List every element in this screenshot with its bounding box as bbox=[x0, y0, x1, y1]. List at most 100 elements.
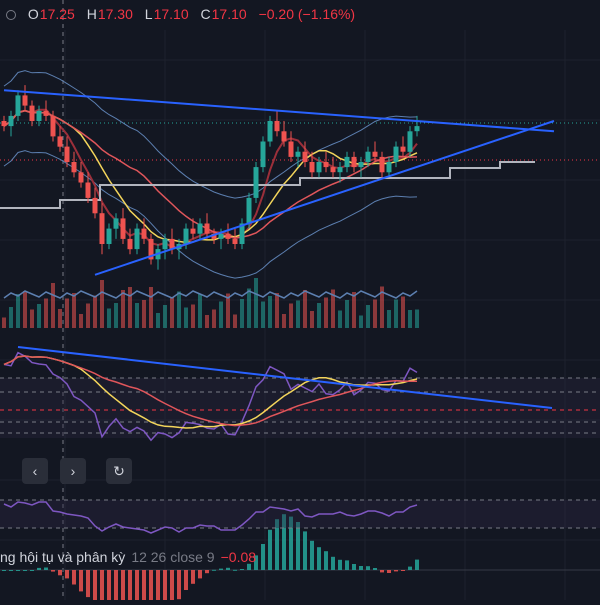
macd-histogram-bar bbox=[240, 569, 244, 570]
candle-body bbox=[78, 172, 84, 183]
high-value: 17.30 bbox=[97, 6, 133, 22]
macd-histogram-bar bbox=[352, 564, 356, 570]
candle-body bbox=[365, 151, 371, 162]
volume-bar bbox=[149, 287, 153, 328]
macd-histogram-bar bbox=[191, 570, 195, 584]
volume-bar bbox=[317, 303, 321, 328]
macd-histogram-bar bbox=[233, 569, 237, 571]
macd-histogram-bar bbox=[324, 551, 328, 570]
volume-bar bbox=[226, 293, 230, 328]
macd-histogram-bar bbox=[401, 570, 405, 571]
scroll-right-button[interactable]: › bbox=[60, 458, 86, 484]
macd-histogram-bar bbox=[226, 567, 230, 570]
candle-body bbox=[8, 115, 14, 127]
volume-bar bbox=[373, 299, 377, 328]
macd-histogram-bar bbox=[387, 570, 391, 573]
candle-body bbox=[232, 238, 238, 244]
volume-bar bbox=[128, 287, 132, 328]
macd-histogram-bar bbox=[16, 570, 20, 571]
candle-body bbox=[141, 228, 147, 239]
volume-bar bbox=[198, 294, 202, 328]
volume-bar bbox=[387, 310, 391, 328]
macd-histogram-bar bbox=[310, 540, 314, 570]
visibility-toggle-icon[interactable] bbox=[6, 10, 16, 21]
open-label: O bbox=[27, 6, 39, 22]
volume-bar bbox=[72, 293, 76, 328]
macd-histogram-bar bbox=[23, 570, 27, 571]
candle-body bbox=[260, 141, 266, 168]
volume-bar bbox=[261, 301, 265, 328]
candle-body bbox=[358, 162, 364, 168]
baseline-step-line bbox=[0, 161, 535, 209]
candle-body bbox=[57, 136, 63, 147]
trendlines[interactable] bbox=[3, 89, 555, 276]
candle-body bbox=[400, 146, 406, 152]
macd-histogram-bar bbox=[331, 556, 335, 570]
candle-body bbox=[323, 162, 329, 168]
low-label: L bbox=[144, 6, 153, 22]
macd-histogram-bar bbox=[289, 516, 293, 570]
scroll-left-button[interactable]: ‹ bbox=[22, 458, 48, 484]
open-value: 17.25 bbox=[39, 6, 75, 22]
macd-value: −0.08 bbox=[220, 549, 257, 565]
candle-body bbox=[1, 121, 7, 127]
candle-body bbox=[393, 146, 399, 162]
macd-histogram-bar bbox=[100, 570, 104, 605]
volume-bar bbox=[282, 314, 286, 328]
candle-body bbox=[64, 146, 70, 162]
volume-bar bbox=[86, 303, 90, 328]
volume-bar bbox=[247, 288, 251, 328]
macd-histogram-bar bbox=[149, 570, 153, 605]
volume-bar bbox=[254, 278, 258, 328]
volume-bar bbox=[324, 297, 328, 328]
candle-body bbox=[316, 162, 322, 173]
reset-chart-button[interactable]: ↻ bbox=[106, 458, 132, 484]
volume-bar bbox=[135, 303, 139, 328]
macd-histogram-bar bbox=[366, 566, 370, 570]
bollinger-upper-band bbox=[3, 70, 418, 199]
candles bbox=[1, 85, 420, 270]
volume-bar bbox=[30, 309, 34, 328]
macd-histogram-bar bbox=[317, 547, 321, 570]
candle-body bbox=[218, 233, 224, 239]
rsi-ma-red bbox=[3, 355, 418, 427]
candle-body bbox=[372, 151, 378, 157]
macd-legend: ng hội tụ và phân kỳ 12 26 close 9 −0.08 bbox=[0, 549, 256, 565]
macd-histogram-bar bbox=[394, 570, 398, 572]
macd-histogram-bar bbox=[198, 570, 202, 579]
ma-yellow-line bbox=[3, 109, 418, 244]
macd-params: 12 26 close 9 bbox=[131, 549, 215, 565]
volume-bar bbox=[2, 317, 6, 328]
candle-body bbox=[92, 197, 98, 214]
macd-pane bbox=[0, 514, 600, 605]
candle-body bbox=[29, 105, 35, 121]
macd-histogram-bar bbox=[282, 514, 286, 570]
candle-body bbox=[71, 162, 77, 173]
rsi-pane bbox=[0, 346, 600, 442]
upper-trendline[interactable] bbox=[3, 89, 555, 133]
volume-bar bbox=[177, 291, 181, 328]
volume-bar bbox=[233, 314, 237, 328]
oscillator-pane bbox=[0, 499, 600, 534]
volume-bar bbox=[121, 290, 125, 328]
candle-body bbox=[99, 213, 105, 244]
volume-bar bbox=[408, 310, 412, 328]
candle-body bbox=[183, 228, 189, 244]
rsi-trendline[interactable] bbox=[17, 346, 553, 409]
macd-histogram-bar bbox=[177, 570, 181, 600]
macd-histogram-bar bbox=[114, 570, 118, 605]
volume-bar bbox=[191, 304, 195, 328]
volume-bar bbox=[366, 305, 370, 328]
candle-body bbox=[281, 131, 287, 142]
volume-bar bbox=[359, 315, 363, 328]
candle-body bbox=[127, 238, 133, 250]
volume-bar bbox=[37, 304, 41, 328]
volume-ma-line bbox=[3, 290, 418, 299]
candle-body bbox=[337, 167, 343, 173]
lower-trendline[interactable] bbox=[94, 120, 555, 276]
macd-histogram-bar bbox=[79, 570, 83, 592]
volume-bar bbox=[16, 294, 20, 328]
macd-histogram-bar bbox=[205, 570, 209, 574]
